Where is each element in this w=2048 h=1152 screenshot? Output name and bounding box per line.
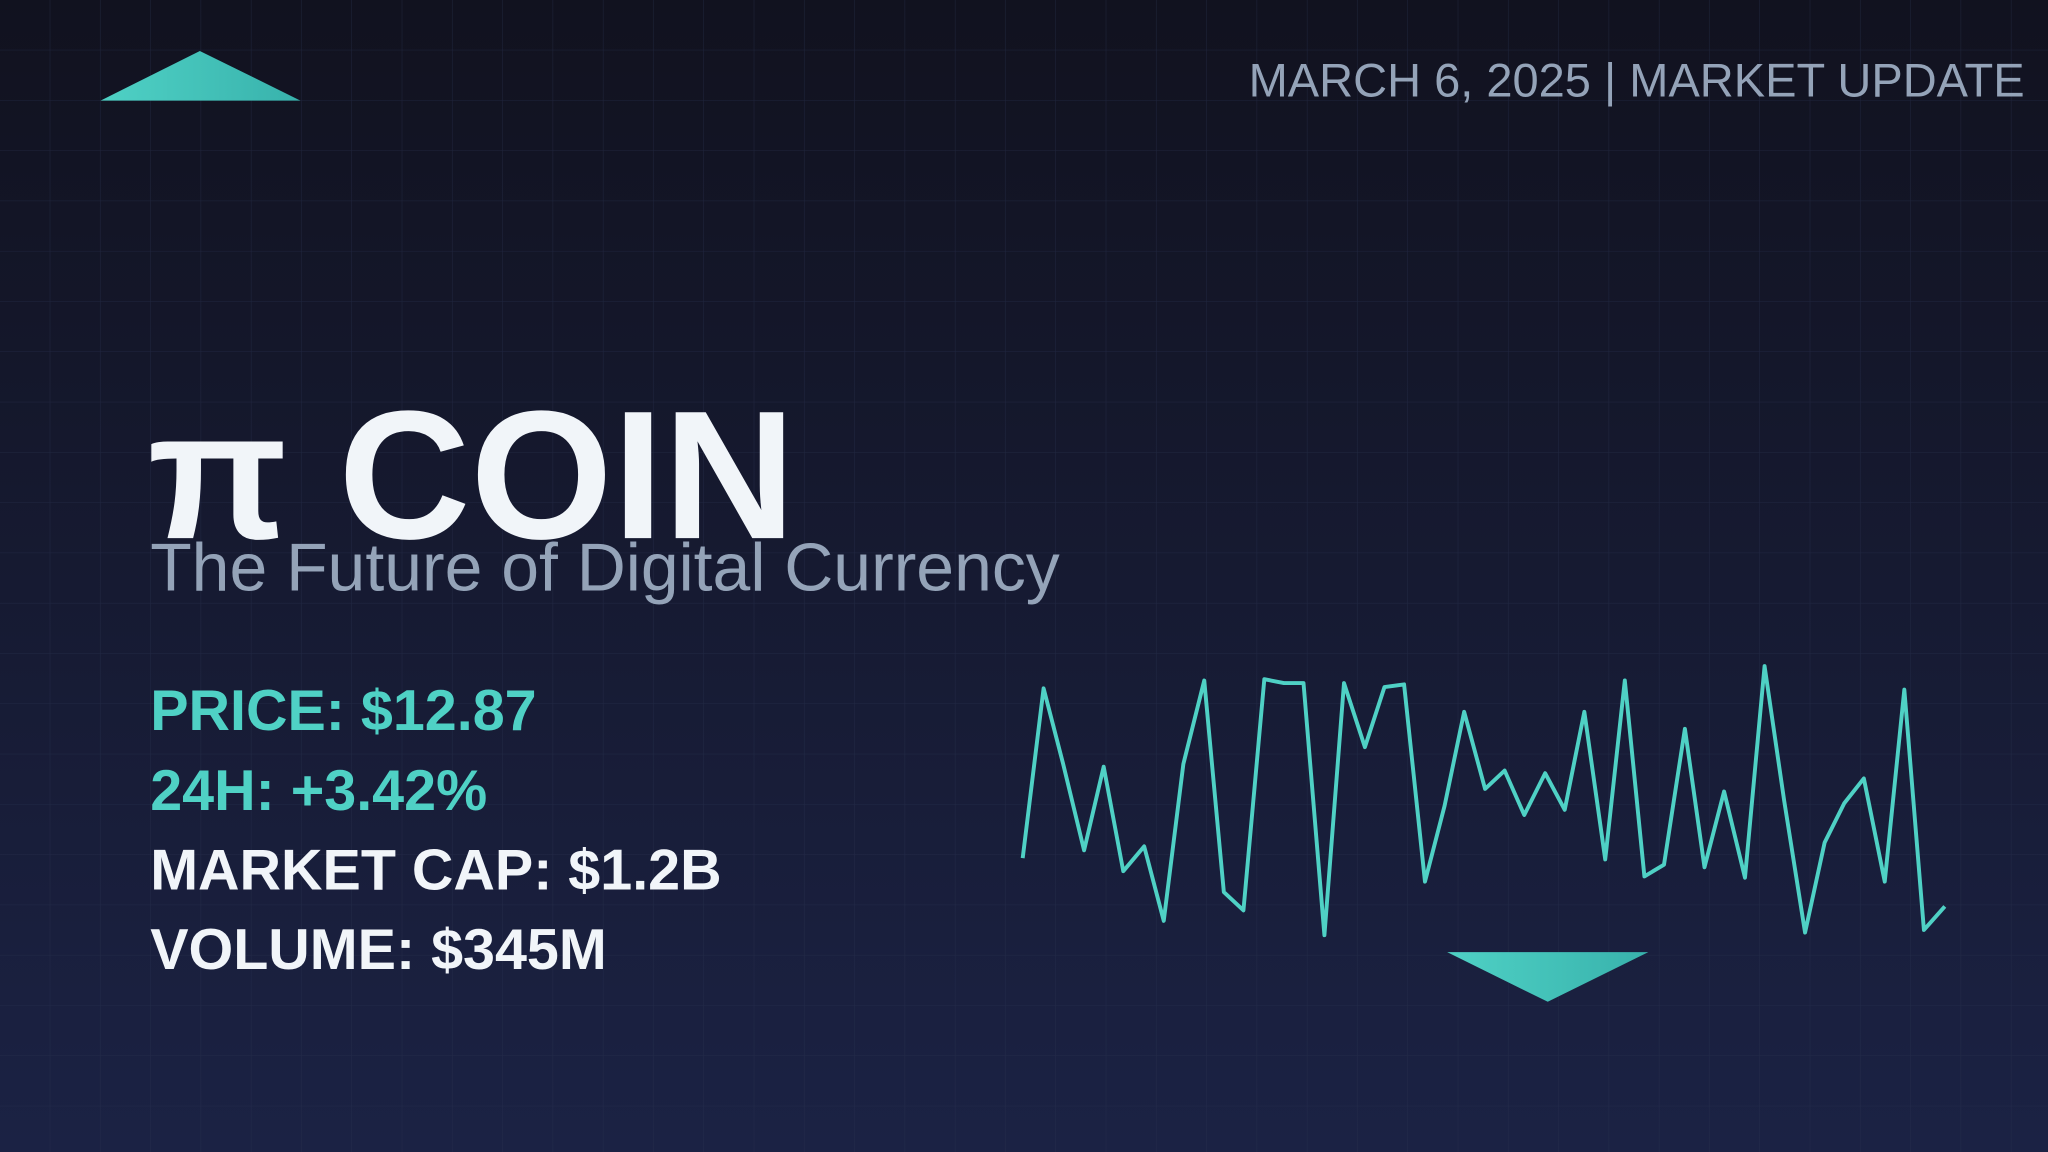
down-triangle (1447, 952, 1649, 1002)
decorative-sparkline (1020, 664, 1947, 938)
up-triangle (100, 50, 301, 101)
date-line: MARCH 6, 2025 | MARKET UPDATE (1249, 54, 2025, 107)
stat-price: PRICE: $12.87 (150, 679, 536, 743)
stat-change: 24H: +3.42% (150, 759, 487, 823)
title: π COIN (148, 372, 796, 577)
subtitle: The Future of Digital Currency (150, 530, 1060, 605)
stat-volume: VOLUME: $345M (150, 918, 607, 982)
stat-market-cap: MARKET CAP: $1.2B (150, 838, 721, 902)
